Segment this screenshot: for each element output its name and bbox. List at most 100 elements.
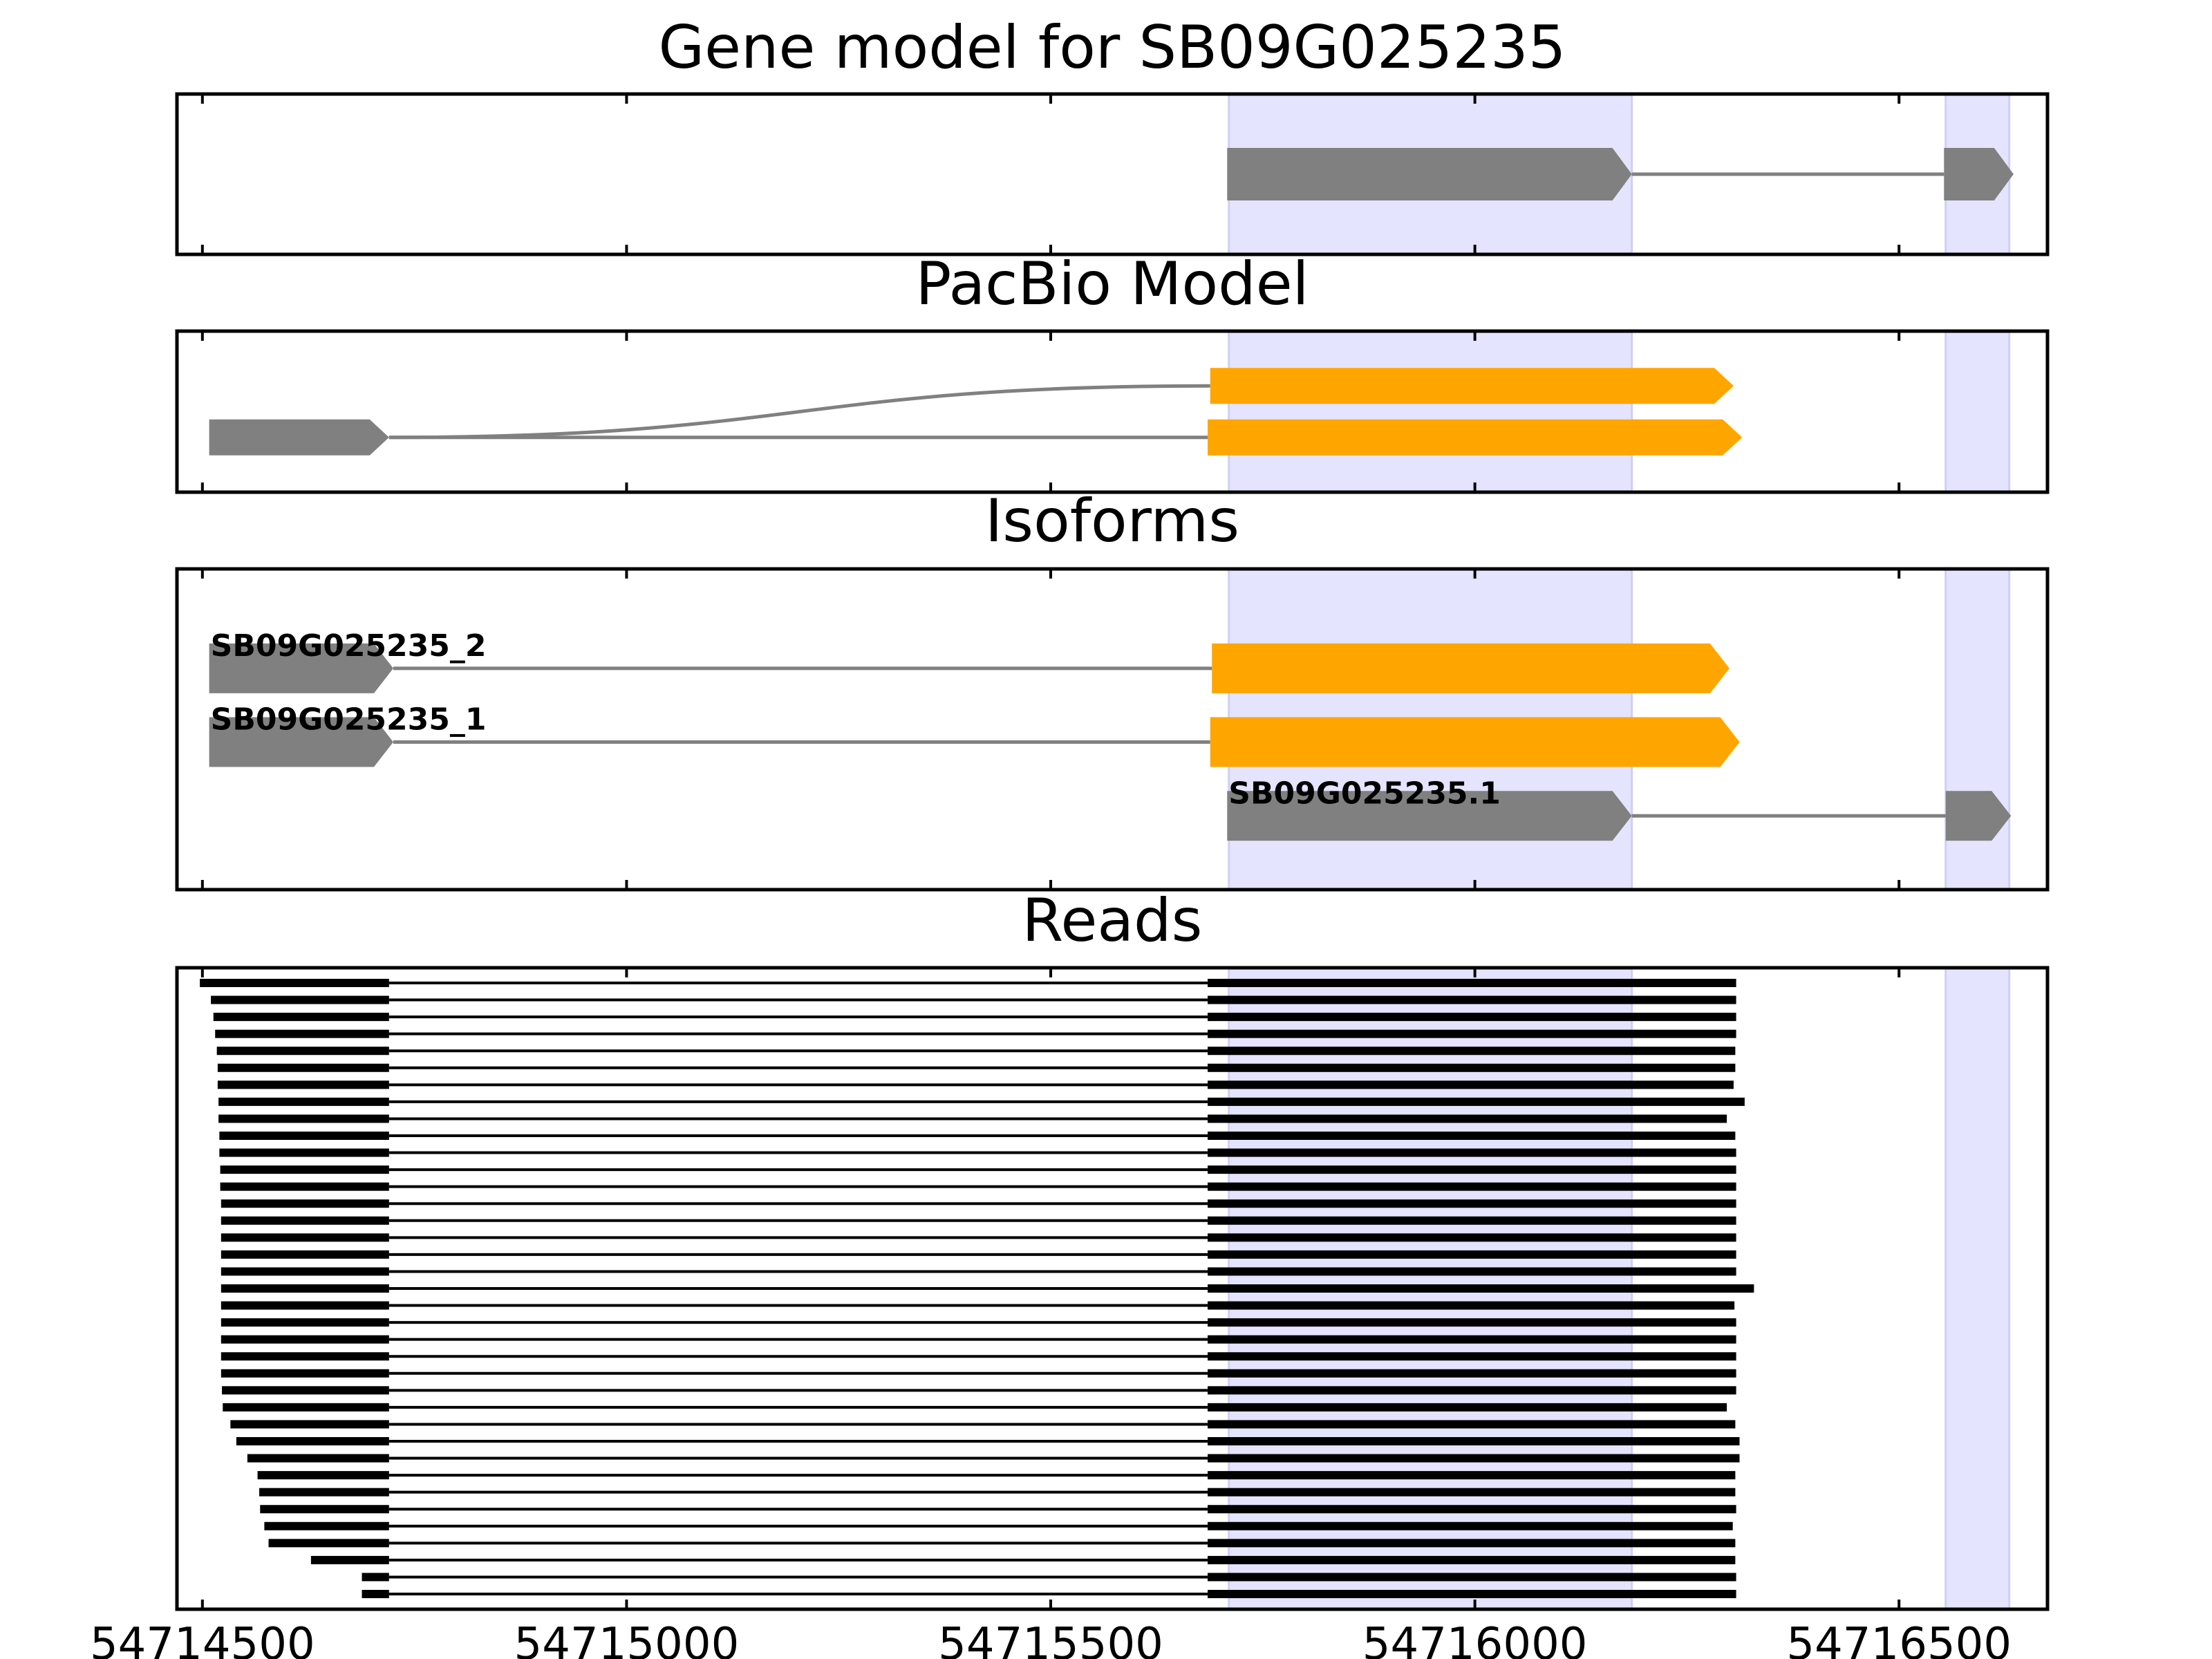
read [362,1573,1736,1582]
read-block [1208,1335,1736,1344]
panel-title: Reads [1022,886,1203,955]
read-block [1208,995,1736,1004]
read-block [1208,1521,1733,1530]
read-block [220,1165,389,1174]
read [211,995,1736,1004]
read-block [223,1403,389,1412]
highlight-region-1 [1228,330,1633,494]
x-tick-label: 54716000 [1362,1619,1588,1659]
read-block [220,1182,389,1191]
read-block [221,1199,389,1208]
exon [1208,419,1743,456]
read-block [1208,1437,1740,1445]
transcript: SB09G025235_2 [209,628,1730,693]
read [218,1097,1745,1106]
read-block [213,1013,389,1022]
read-block [236,1437,389,1445]
read [222,1386,1736,1395]
exon [1227,148,1632,200]
intron-line [388,384,1210,440]
read [223,1403,1727,1412]
transcript [1227,148,2014,200]
transcript: SB09G025235_1 [209,702,1740,767]
read-block [1208,1318,1736,1327]
read-block [216,1047,389,1056]
read-block [221,1267,389,1276]
read-block [1208,1573,1736,1582]
read-block [264,1521,389,1530]
read-block [362,1590,389,1598]
read-block [1208,1097,1745,1106]
exon [209,717,393,767]
read-block [1208,1080,1734,1089]
read [215,1029,1736,1038]
read [268,1539,1736,1548]
read [200,979,1736,987]
read [220,1165,1736,1174]
read-block [200,979,389,987]
x-tick-label: 54715500 [938,1619,1163,1659]
read [221,1216,1736,1225]
read-block [230,1420,389,1429]
read [221,1233,1736,1242]
exon [1944,148,2014,200]
read-block [218,1097,389,1106]
highlight-region-2 [1944,966,2011,1611]
read-block [260,1505,389,1514]
read [217,1063,1736,1072]
read-block [219,1148,389,1157]
read-block [1208,1590,1736,1598]
panel-title: Gene model for SB09G025235 [659,13,1566,82]
read [259,1488,1736,1497]
read [221,1267,1736,1276]
read-block [222,1386,389,1395]
read-block [362,1573,389,1582]
read [221,1250,1736,1259]
read-block [215,1029,389,1038]
exon [209,643,393,693]
exon [1210,368,1734,404]
exon [209,419,389,456]
x-tick-label: 54716500 [1786,1619,2012,1659]
read-block [221,1250,389,1259]
panel-2: PacBio Model [175,250,2050,494]
read-block [1208,1386,1736,1395]
read-block [1208,1471,1736,1480]
read-block [1208,1013,1736,1022]
exon [1210,717,1740,767]
read [221,1301,1735,1310]
exon [1212,643,1730,693]
read [219,1132,1736,1140]
read-block [1208,1488,1736,1497]
read-block [247,1454,389,1463]
read-block [221,1352,389,1361]
read-block [221,1216,389,1225]
read [217,1080,1734,1089]
read-block [218,1114,389,1123]
read-block [1208,1539,1736,1548]
read-block [1208,1047,1736,1056]
read-block [221,1233,389,1242]
read-block [1208,1199,1736,1208]
read [220,1182,1736,1191]
read [221,1284,1754,1293]
read [230,1420,1736,1429]
read [218,1114,1727,1123]
panel-4: Reads [175,886,2050,1611]
panel-frame [175,966,2050,1611]
transcript [209,419,1743,456]
read-block [1208,1352,1736,1361]
read-block [1208,1216,1736,1225]
read-block [259,1488,389,1497]
exon [1227,791,1632,841]
read-block [1208,1555,1736,1564]
read-block [1208,1132,1736,1140]
read [216,1047,1736,1056]
read [362,1590,1736,1598]
read-block [221,1301,389,1310]
read-block [221,1318,389,1327]
read [247,1454,1740,1463]
read [264,1521,1733,1530]
read-block [1208,1182,1736,1191]
x-tick-label: 54715000 [514,1619,740,1659]
